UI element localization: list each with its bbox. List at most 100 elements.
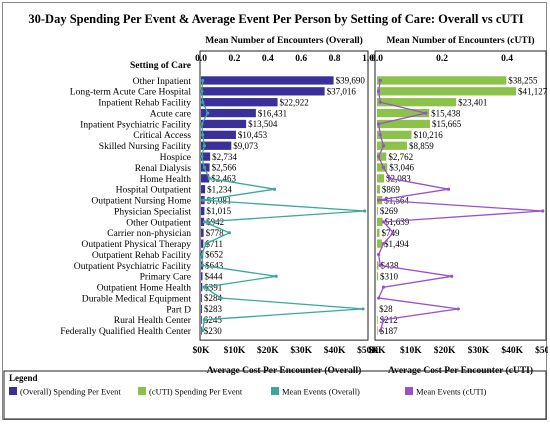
line-series	[377, 80, 543, 331]
bar	[377, 141, 407, 150]
bar-value-label: $1,494	[384, 239, 409, 249]
top-tick-label: 0.0	[371, 54, 383, 64]
line-point	[378, 100, 382, 104]
bar	[201, 272, 203, 281]
line-point	[201, 198, 205, 202]
line-point	[378, 329, 382, 333]
top-tick-label: 0.6	[295, 54, 307, 64]
bottom-tick-label: $40K	[501, 345, 523, 356]
bottom-tick-label: $30K	[468, 345, 490, 356]
category-axis-title: Setting of Care	[130, 61, 191, 71]
category-label: Durable Medical Equipment	[82, 293, 192, 304]
bar	[377, 174, 385, 183]
bar-value-label: $942	[206, 217, 224, 227]
line-point	[377, 198, 381, 202]
bar	[377, 217, 383, 227]
legend-item-label: (Overall) Spending Per Event	[20, 387, 121, 397]
bar-value-label: $3,046	[389, 163, 414, 173]
line-point	[388, 176, 392, 180]
line-point	[206, 111, 210, 115]
legend-swatch	[138, 387, 146, 395]
line-point	[377, 252, 381, 257]
bar-value-label: $212	[380, 315, 398, 325]
bar-value-label: $230	[204, 326, 223, 336]
category-label: Long-term Acute Care Hospital	[70, 87, 192, 98]
bar-value-label: $391	[204, 282, 222, 292]
bar	[201, 217, 205, 227]
bar-value-label: $41,127	[518, 87, 548, 97]
bottom-tick-label: $30K	[290, 345, 312, 356]
bar-value-label: $38,255	[508, 76, 538, 86]
line-point	[381, 220, 386, 224]
legend-swatch	[405, 387, 413, 395]
line-point	[202, 220, 206, 224]
bar	[377, 98, 457, 107]
bar	[377, 239, 383, 248]
bar	[377, 108, 430, 118]
bar-value-label: $1,015	[206, 206, 231, 216]
legend-item-label: (cUTI) Spending Per Event	[149, 387, 243, 397]
bar-value-label: $1,564	[384, 195, 409, 205]
bar-value-label: $643	[205, 261, 224, 271]
line-point	[200, 122, 204, 126]
line-point	[219, 296, 223, 300]
bar-value-label: $10,453	[238, 130, 268, 140]
top-tick-label: 0.4	[262, 54, 274, 64]
legend-item-label: Mean Events (cUTI)	[416, 387, 487, 397]
top-tick-label: 0.2	[228, 54, 240, 64]
bar	[377, 152, 387, 161]
bar	[377, 87, 517, 96]
bar	[201, 130, 236, 139]
bar	[201, 108, 256, 118]
bar-value-label: $2,083	[386, 174, 411, 184]
category-label: Critical Access	[133, 130, 191, 141]
line-point	[381, 165, 386, 170]
bar-value-label: $16,431	[258, 108, 287, 118]
line-point	[200, 155, 204, 159]
bar-value-label: $310	[380, 271, 399, 281]
bar-value-label: $13,504	[248, 119, 278, 129]
category-label: Hospital Outpatient	[116, 185, 192, 196]
line-point	[202, 285, 206, 289]
panel-frame	[199, 50, 369, 341]
bar	[201, 119, 247, 129]
legend-box	[3, 370, 547, 420]
line-point	[201, 263, 205, 267]
legend-title: Legend	[9, 373, 38, 383]
panel-frame	[374, 50, 547, 341]
line-point	[377, 155, 381, 159]
line-point	[272, 187, 277, 191]
category-label: Federally Qualified Health Center	[60, 326, 192, 337]
category-label: Rural Health Center	[114, 315, 192, 326]
bar-value-label: $9,073	[233, 141, 258, 151]
category-label: Hospice	[160, 152, 191, 163]
category-label: Acute care	[150, 108, 191, 119]
bar-value-label: $1,234	[207, 184, 232, 194]
line-point	[202, 165, 206, 170]
category-label: Inpatient Rehab Facility	[98, 98, 191, 109]
bar-value-label: $711	[205, 239, 223, 249]
category-label: Skilled Nursing Facility	[99, 141, 191, 152]
category-label: Home Health	[140, 174, 192, 185]
category-label: Primary Care	[140, 272, 191, 283]
bar	[201, 206, 205, 216]
category-label: Renal Dialysis	[135, 163, 191, 174]
category-label: Outpatient Nursing Home	[91, 196, 191, 207]
line-point	[541, 209, 545, 213]
bar-value-label: $438	[380, 261, 399, 271]
category-label: Outpatient Psychiatric Facility	[74, 261, 191, 272]
top-axis-label: Mean Number of Encounters (cUTI)	[386, 35, 534, 46]
bar-value-label: $39,690	[336, 76, 366, 86]
top-tick-label: 1.0	[362, 54, 374, 64]
category-label: Outpatient Home Health	[97, 283, 192, 294]
bottom-tick-label: $20K	[434, 345, 456, 356]
bar-value-label: $778	[206, 228, 225, 238]
bar-value-label: $2,463	[211, 174, 236, 184]
chart-title: 30-Day Spending Per Event & Average Even…	[28, 12, 523, 26]
bar-value-label: $1,639	[385, 217, 410, 227]
line-point	[202, 144, 206, 148]
bar-value-label: $37,016	[327, 87, 357, 97]
category-label: Part D	[166, 304, 191, 315]
bar	[377, 185, 380, 194]
bar-value-label: $245	[204, 315, 223, 325]
